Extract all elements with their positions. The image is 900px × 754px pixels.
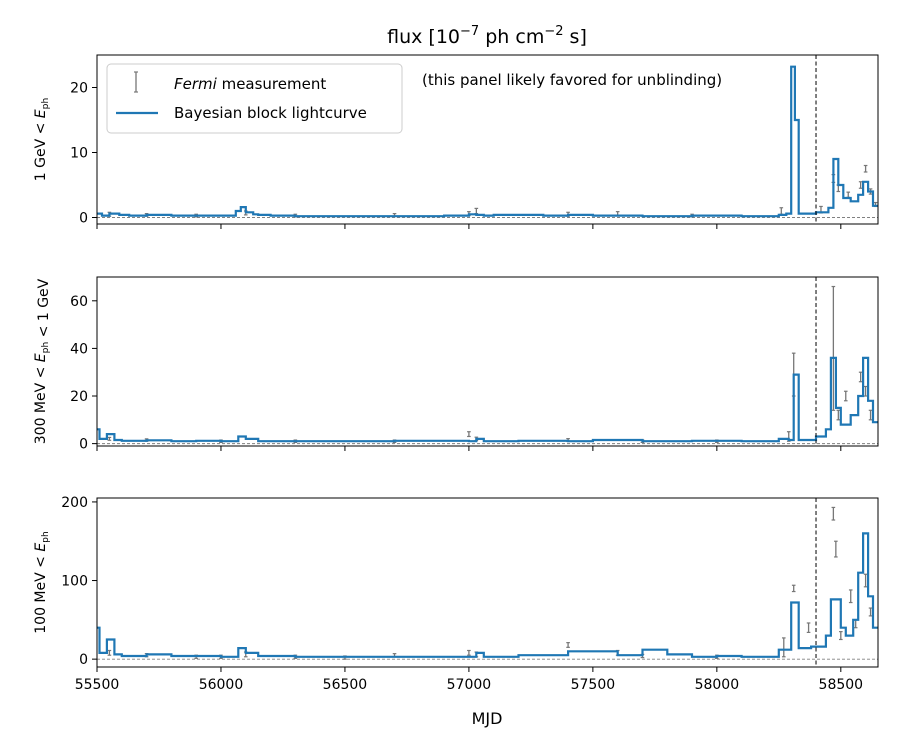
panel-1: 0 10 20 1 GeV < Eph xyxy=(33,54,879,229)
y-tick-label: 20 xyxy=(70,389,88,405)
y-tick-label: 0 xyxy=(79,652,88,668)
legend-entry-block: Bayesian block lightcurve xyxy=(174,104,367,122)
panel-annotation: (this panel likely favored for unblindin… xyxy=(422,71,722,89)
bayesian-block-series xyxy=(97,65,878,218)
panel-frame xyxy=(96,54,879,225)
x-tick-label: 58000 xyxy=(695,677,740,693)
x-tick-label: 57000 xyxy=(447,677,492,693)
x-axis-label: MJD xyxy=(472,709,503,728)
panel-3: 0 100 200 55500 56000 56500 57000 57500 58000 585… xyxy=(33,495,879,693)
legend: Fermi measurement Bayesian block lightcur… xyxy=(106,63,403,134)
panels-layer: 0 10 20 1 GeV < Eph 0 20 40 60 300 MeV < Eph < 1… xyxy=(33,54,879,693)
data-layer xyxy=(97,285,878,444)
bayesian-block-series xyxy=(97,532,878,658)
x-tick-label: 58500 xyxy=(819,677,864,693)
y-tick-label: 60 xyxy=(70,294,88,310)
y-tick-label: 100 xyxy=(61,574,88,590)
legend-entry-measurement: Fermi measurement xyxy=(174,75,326,93)
data-layer xyxy=(97,506,878,660)
panel-2: 0 20 40 60 300 MeV < Eph < 1 GeV xyxy=(33,276,879,453)
y-tick-label: 0 xyxy=(79,437,88,453)
data-layer xyxy=(97,65,878,218)
y-tick-label: 0 xyxy=(79,211,88,227)
panel-frame xyxy=(96,276,879,447)
y-tick-label: 200 xyxy=(61,495,88,511)
y-axis-label: 100 MeV < Eph xyxy=(33,531,51,633)
panel-frame xyxy=(96,497,879,668)
chart-title: flux [10−7 ph cm−2 s] xyxy=(387,24,587,48)
y-axis-label: 1 GeV < Eph xyxy=(33,98,51,181)
bayesian-block-series xyxy=(97,356,878,443)
x-tick-label: 56000 xyxy=(199,677,244,693)
y-tick-label: 10 xyxy=(70,146,88,162)
y-tick-label: 20 xyxy=(70,81,88,97)
legend-frame xyxy=(106,63,403,134)
x-tick-label: 55500 xyxy=(75,677,120,693)
x-tick-label: 56500 xyxy=(323,677,368,693)
y-axis-label: 300 MeV < Eph < 1 GeV xyxy=(33,278,52,444)
x-tick-label: 57500 xyxy=(571,677,616,693)
y-tick-label: 40 xyxy=(70,341,88,357)
